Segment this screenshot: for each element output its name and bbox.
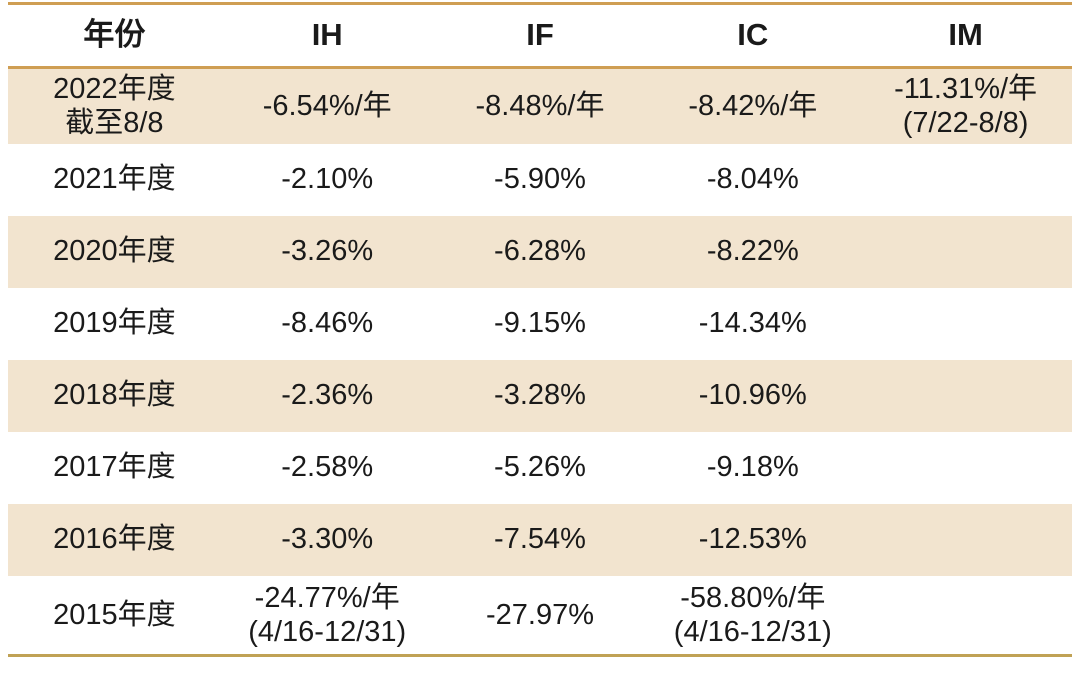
table-cell: -6.28% bbox=[494, 235, 586, 268]
table-cell bbox=[859, 504, 1072, 576]
table-cell: -14.34% bbox=[698, 307, 807, 340]
year-cell: 2019年度 bbox=[53, 307, 176, 340]
table-cell: -9.18% bbox=[706, 451, 799, 484]
year-cell: 2022年度 截至8/8 bbox=[53, 73, 176, 140]
year-cell: 2021年度 bbox=[53, 163, 176, 196]
table-cell: -2.10% bbox=[281, 163, 374, 196]
table-cell bbox=[859, 144, 1072, 216]
col-header-im: IM bbox=[859, 3, 1072, 69]
table-cell: -24.77%/年 (4/16-12/31) bbox=[248, 581, 407, 648]
table-cell: -8.42%/年 bbox=[688, 90, 818, 123]
table-cell: -10.96% bbox=[698, 379, 807, 412]
table-cell: -2.58% bbox=[281, 451, 374, 484]
year-cell: 2016年度 bbox=[53, 523, 176, 556]
table-cell: -8.04% bbox=[706, 163, 799, 196]
table-cell: -5.90% bbox=[494, 163, 586, 196]
table-cell: -6.54%/年 bbox=[262, 90, 392, 123]
table-cell: -8.48%/年 bbox=[475, 90, 605, 123]
annual-performance-table: 年份 IH IF IC IM 2022年度 截至8/8 -6.54%/年 -8.… bbox=[8, 2, 1072, 657]
col-header-ih: IH bbox=[220, 3, 434, 69]
table-row-2020: 2020年度 -3.26% -6.28% -8.22% bbox=[8, 215, 1072, 288]
table-cell bbox=[859, 576, 1072, 656]
table-row-2015: 2015年度 -24.77%/年 (4/16-12/31) -27.97% -5… bbox=[8, 575, 1072, 656]
year-cell: 2017年度 bbox=[53, 451, 176, 484]
table-cell: -8.46% bbox=[281, 307, 374, 340]
table-cell: -11.31%/年 (7/22-8/8) bbox=[894, 73, 1038, 140]
table-row-2021: 2021年度 -2.10% -5.90% -8.04% bbox=[8, 143, 1072, 216]
year-cell: 2020年度 bbox=[53, 235, 176, 268]
table-cell: -9.15% bbox=[494, 307, 586, 340]
table-cell bbox=[859, 360, 1072, 432]
table-cell bbox=[859, 432, 1072, 504]
table-cell: -8.22% bbox=[706, 235, 799, 268]
table-cell: -2.36% bbox=[281, 379, 374, 412]
table-cell: -27.97% bbox=[485, 598, 594, 631]
table-row-2019: 2019年度 -8.46% -9.15% -14.34% bbox=[8, 287, 1072, 360]
table-row-2022: 2022年度 截至8/8 -6.54%/年 -8.48%/年 -8.42%/年 … bbox=[8, 67, 1072, 144]
table-cell: -58.80%/年 (4/16-12/31) bbox=[673, 581, 832, 648]
header-row: 年份 IH IF IC IM bbox=[8, 3, 1072, 69]
col-header-ic: IC bbox=[646, 3, 860, 69]
col-header-year: 年份 bbox=[8, 3, 221, 69]
table-cell: -7.54% bbox=[494, 523, 586, 556]
table-row-2016: 2016年度 -3.30% -7.54% -12.53% bbox=[8, 503, 1072, 576]
table-row-2017: 2017年度 -2.58% -5.26% -9.18% bbox=[8, 431, 1072, 504]
table-cell bbox=[859, 288, 1072, 360]
table-cell: -3.30% bbox=[281, 523, 374, 556]
table-cell: -12.53% bbox=[698, 523, 807, 556]
col-header-if: IF bbox=[433, 3, 647, 69]
year-cell: 2018年度 bbox=[53, 379, 176, 412]
table-cell bbox=[859, 216, 1072, 288]
table-cell: -3.26% bbox=[281, 235, 374, 268]
year-cell: 2015年度 bbox=[53, 598, 176, 631]
table-cell: -3.28% bbox=[494, 379, 586, 412]
table-row-2018: 2018年度 -2.36% -3.28% -10.96% bbox=[8, 359, 1072, 432]
table-cell: -5.26% bbox=[494, 451, 586, 484]
